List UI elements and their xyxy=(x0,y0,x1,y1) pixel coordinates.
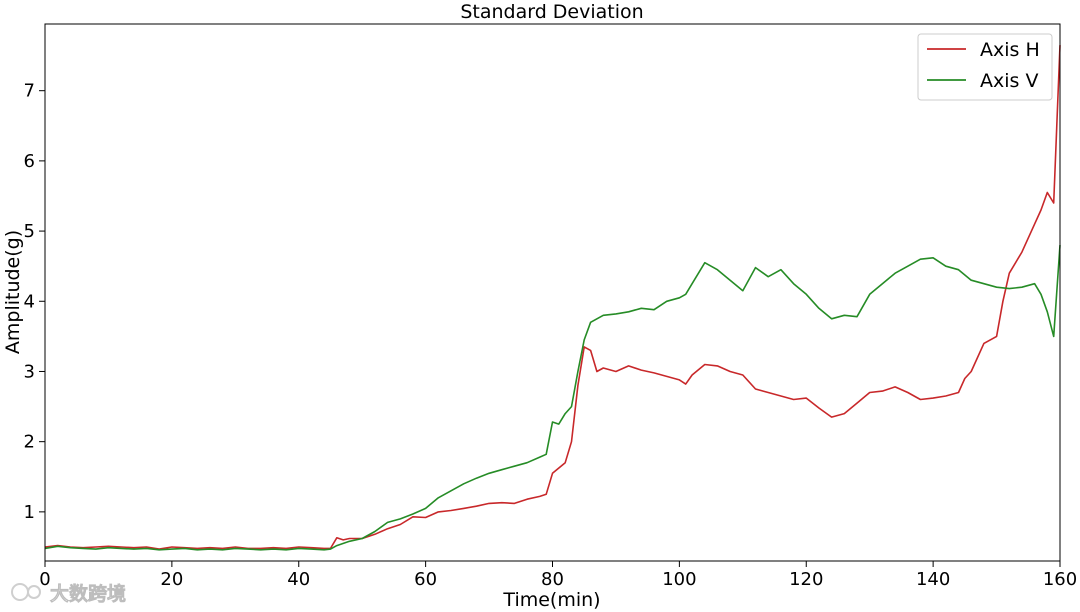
y-axis-ticks: 1 2 3 4 5 6 7 xyxy=(24,81,45,523)
y-tick-label: 1 xyxy=(24,502,35,523)
y-tick-label: 3 xyxy=(24,361,35,382)
y-tick-label: 4 xyxy=(24,291,35,312)
y-tick-label: 5 xyxy=(24,221,35,242)
watermark-logo-icon-inner xyxy=(27,585,41,599)
x-tick-label: 20 xyxy=(160,569,183,590)
legend-box xyxy=(917,33,1053,101)
series-layer xyxy=(44,45,1061,551)
x-tick-label: 100 xyxy=(662,569,696,590)
x-tick-label: 60 xyxy=(414,569,437,590)
legend-label-axis-h: Axis H xyxy=(980,39,1040,61)
series-line-axis-h xyxy=(44,45,1061,550)
y-tick-label: 6 xyxy=(24,151,35,172)
x-tick-label: 120 xyxy=(789,569,823,590)
x-tick-label: 0 xyxy=(39,569,50,590)
y-axis-label: Amplitude(g) xyxy=(2,230,24,354)
x-tick-label: 140 xyxy=(916,569,950,590)
x-tick-label: 80 xyxy=(541,569,564,590)
x-axis-label: Time(min) xyxy=(502,589,600,611)
x-axis-ticks: 0 20 40 60 80 100 120 140 160 xyxy=(39,561,1077,590)
legend: Axis H Axis V xyxy=(917,33,1053,101)
series-line-axis-v xyxy=(44,245,1061,551)
y-tick-label: 2 xyxy=(24,432,35,453)
watermark: 大数跨境 xyxy=(11,582,126,605)
x-tick-label: 40 xyxy=(287,569,310,590)
y-tick-label: 7 xyxy=(24,81,35,102)
legend-label-axis-v: Axis V xyxy=(980,70,1038,92)
watermark-text: 大数跨境 xyxy=(50,582,126,605)
x-tick-label: 160 xyxy=(1043,569,1077,590)
chart-title: Standard Deviation xyxy=(460,1,643,23)
